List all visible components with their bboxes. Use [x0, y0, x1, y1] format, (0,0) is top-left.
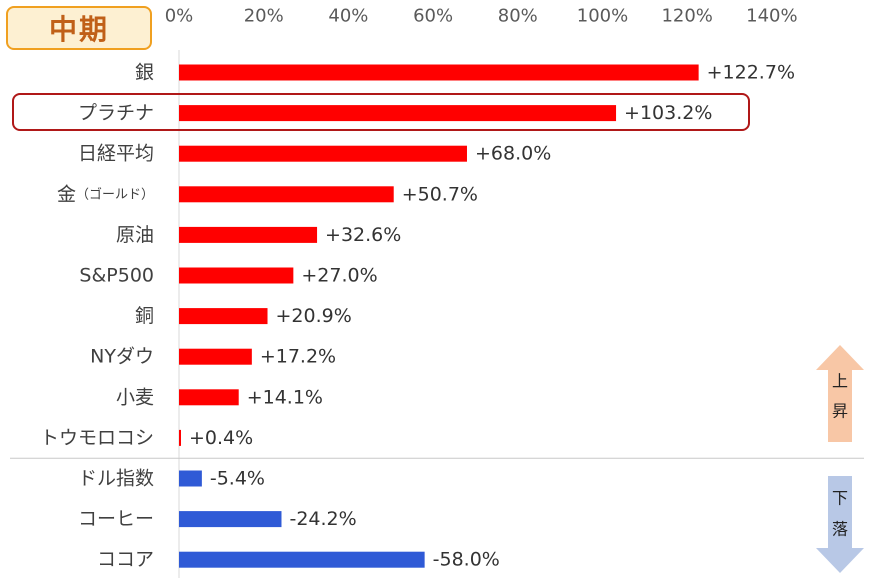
x-tick-label: 0% — [165, 6, 194, 27]
down-arrow-label: 下 — [832, 489, 848, 508]
category-label: NYダウ — [90, 346, 154, 368]
category-label: 金（ゴールド） — [57, 183, 154, 205]
category-label: S&P500 — [79, 265, 154, 287]
value-label: +0.4% — [189, 427, 253, 449]
category-label: コーヒー — [78, 508, 154, 530]
x-tick-label: 20% — [244, 6, 284, 27]
bar — [179, 267, 294, 284]
period-badge-label: 中期 — [48, 13, 109, 46]
value-label: +32.6% — [325, 224, 401, 246]
value-label: -24.2% — [289, 508, 356, 530]
category-label: プラチナ — [78, 102, 154, 124]
category-label: ココア — [97, 549, 154, 571]
up-arrow-label: 昇 — [832, 402, 848, 421]
value-label: +14.1% — [247, 386, 323, 408]
value-label: +27.0% — [301, 265, 377, 287]
bar — [179, 64, 699, 81]
value-label: +68.0% — [475, 143, 551, 165]
period-badge: 中期 — [6, 6, 152, 50]
x-tick-label: 60% — [413, 6, 453, 27]
bar — [179, 551, 425, 568]
category-label: ドル指数 — [78, 468, 154, 490]
x-tick-label: 100% — [577, 6, 628, 27]
category-label: トウモロコシ — [40, 427, 154, 449]
up-arrow-icon — [816, 345, 864, 442]
category-label: 小麦 — [116, 386, 154, 408]
bar — [179, 348, 252, 365]
bar — [179, 186, 394, 203]
bar — [179, 308, 268, 325]
bar — [179, 511, 282, 528]
up-arrow-label: 上 — [832, 372, 848, 391]
value-label: +50.7% — [402, 183, 478, 205]
category-label: 銅 — [135, 305, 154, 327]
category-label: 銀 — [135, 62, 154, 84]
value-label: +17.2% — [260, 346, 336, 368]
down-arrow-icon — [816, 476, 864, 573]
x-tick-label: 40% — [328, 6, 368, 27]
bar — [179, 226, 318, 243]
value-label: -58.0% — [433, 549, 500, 571]
bar — [179, 145, 467, 162]
down-arrow-label: 落 — [832, 520, 848, 539]
bar — [179, 389, 239, 406]
value-label: +122.7% — [707, 62, 795, 84]
bar — [179, 429, 181, 446]
x-tick-label: 120% — [661, 6, 712, 27]
x-tick-label: 140% — [746, 6, 797, 27]
category-label: 原油 — [116, 224, 154, 246]
highlight-frame — [12, 93, 750, 131]
value-label: -5.4% — [210, 468, 265, 490]
category-label: 日経平均 — [78, 143, 154, 165]
bar — [179, 105, 617, 122]
value-label: +20.9% — [276, 305, 352, 327]
bar — [179, 470, 202, 487]
x-tick-label: 80% — [498, 6, 538, 27]
value-label: +103.2% — [624, 102, 712, 124]
